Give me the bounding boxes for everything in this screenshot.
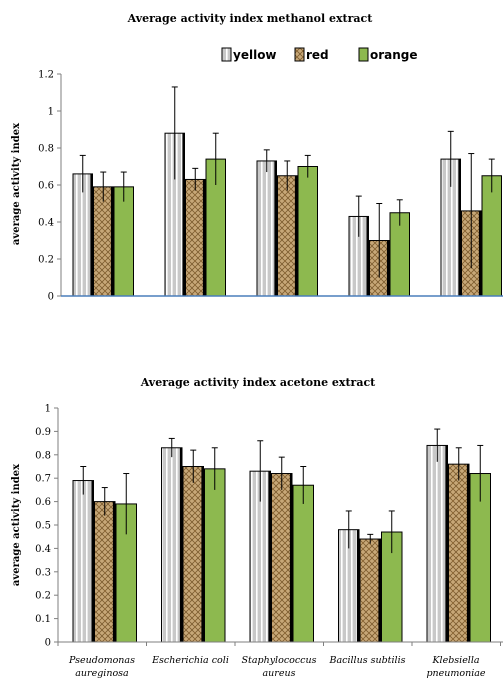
legend-label-yellow: yellow [233,48,277,62]
y-tick-label: 0.6 [35,497,51,508]
legend-swatch-yellow [221,47,232,62]
category-label: Escherichia coli [151,655,229,666]
bar-red [185,178,206,297]
category-label: Pseudomonas [68,655,135,666]
bars [72,428,491,643]
legend-swatch-red [294,47,305,62]
y-tick-label: 0.3 [35,567,51,578]
bar-red [93,186,114,297]
y-axis-label: average activity index [11,122,22,245]
chart-methanol: Average activity index methanol extract … [11,12,503,303]
legend-label-red: red [306,48,329,62]
legend-label-orange: orange [370,48,418,62]
y-ticks: 0 0.2 0.4 0.6 0.8 1 1.2 [38,70,61,303]
y-tick-label: 0.7 [35,474,51,485]
chart-acetone: Average activity index acetone extract a… [11,376,503,679]
y-tick-label: 0.6 [38,181,54,192]
bar-yellow [72,480,94,643]
category-labels: Pseudomonas aureginosa Escherichia coli Sta… [68,655,486,679]
y-tick-label: 0.4 [38,218,54,229]
bar-red [277,175,298,297]
bar-orange [204,468,226,643]
category-label: Bacillus subtilis [329,655,406,666]
bar-yellow [426,444,448,643]
y-tick-label: 1 [48,107,54,118]
y-tick-label: 0.8 [38,144,54,155]
y-tick-label: 0.2 [35,591,51,602]
bars [72,86,502,297]
legend: yellow red orange [221,47,418,62]
bar-red [271,473,293,643]
y-tick-label: 0 [45,638,51,649]
y-tick-label: 0.4 [35,544,51,555]
bar-red [182,466,204,643]
y-tick-label: 0.5 [35,521,51,532]
y-tick-label: 0 [48,292,54,303]
bar-orange [297,166,318,297]
y-axis-label: average activity index [11,463,22,586]
chart-title: Average activity index methanol extract [127,12,374,25]
y-tick-label: 1.2 [38,70,54,81]
category-label: Staphylococcus [242,655,317,666]
bar-red [94,501,116,643]
category-label: Klebsiella [431,655,479,666]
category-label-line2: aureginosa [75,668,129,679]
category-label-line2: pneumoniae [426,668,485,679]
category-label-line2: aureus [263,668,296,679]
bar-red [359,538,381,643]
bar-orange [481,175,502,297]
legend-swatch-orange [358,47,369,62]
bar-yellow [256,160,277,297]
bar-red [448,463,470,643]
bar-orange [292,484,314,643]
x-ticks [57,642,501,646]
y-tick-label: 0.1 [35,614,51,625]
y-tick-label: 1 [45,404,51,415]
y-tick-label: 0.8 [35,450,51,461]
bar-orange [113,186,134,297]
y-ticks: 0 0.1 0.2 0.3 0.4 0.5 0.6 0.7 0.8 0.9 1 [35,404,58,649]
y-tick-label: 0.2 [38,255,54,266]
y-tick-label: 0.9 [35,427,51,438]
chart-title: Average activity index acetone extract [140,376,376,389]
bar-yellow [161,447,183,643]
